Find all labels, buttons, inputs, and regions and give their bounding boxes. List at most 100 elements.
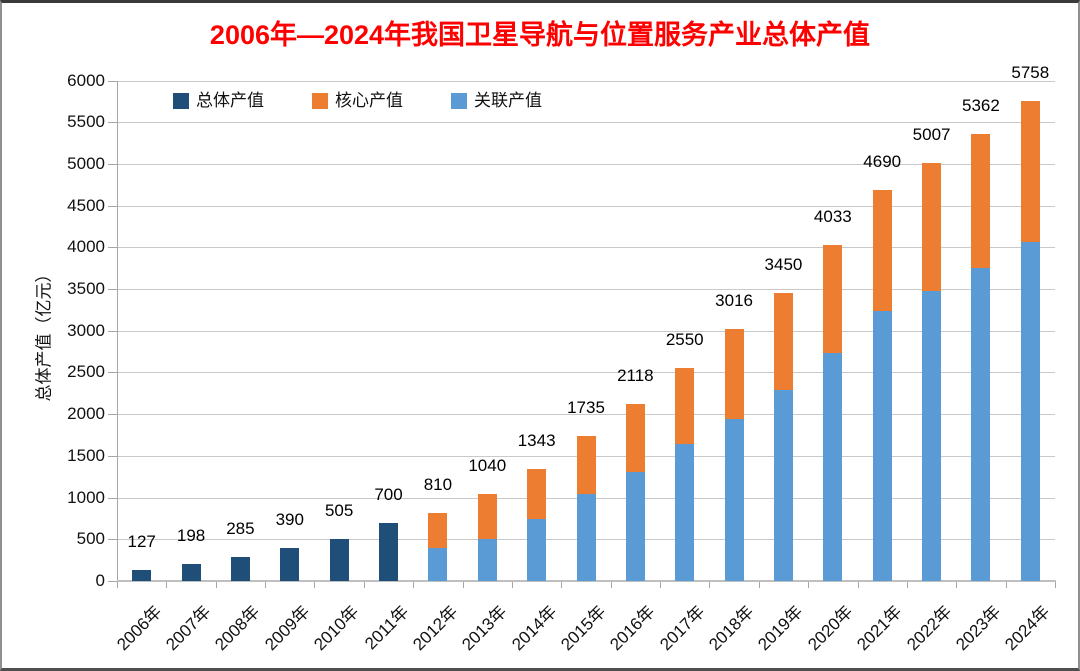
chart-title: 2006年—2024年我国卫星导航与位置服务产业总体产值 [209,20,871,50]
gridline [117,330,1055,332]
bar-segment-关联产值 [773,390,793,581]
x-tick-mark [462,581,464,588]
bar-total-label: 5758 [1011,62,1050,82]
bar-segment-关联产值 [971,268,991,581]
x-tick-mark [265,581,267,588]
gridline [117,289,1055,291]
bar-segment-关联产值 [527,519,547,581]
y-tick-label: 5500 [67,112,105,132]
bar-segment-核心产值 [477,494,497,540]
gridline [117,414,1055,416]
legend-item: 核心产值 [312,91,403,111]
bar-segment-核心产值 [872,189,892,312]
y-tick-label: 3500 [67,279,105,299]
bar-total-label: 2118 [617,366,654,386]
bar-segment-总体产值 [280,548,300,581]
x-tick-mark [117,581,118,588]
bar-segment-关联产值 [576,493,596,581]
bar-segment-关联产值 [477,539,497,581]
bar-segment-关联产值 [922,290,942,581]
gridline [117,163,1055,165]
bar-segment-核心产值 [576,436,596,494]
bar-segment-核心产值 [527,468,547,520]
gridline [117,122,1055,124]
x-tick-mark [808,581,810,588]
y-tick-mark [108,372,117,374]
legend-label: 总体产值 [196,91,264,110]
bar-segment-核心产值 [922,163,942,291]
y-tick-mark [108,122,117,124]
gridline [117,372,1055,374]
y-tick-label: 2000 [67,404,105,424]
legend-swatch-icon [173,93,189,109]
bar-segment-关联产值 [1020,242,1040,581]
x-tick-mark [709,581,711,588]
bar-total-label: 3450 [764,255,803,275]
bar-total-label: 1735 [567,398,605,418]
legend-swatch-icon [312,93,328,109]
bar-total-label: 810 [423,475,453,495]
legend-item: 关联产值 [451,91,542,111]
bar-total-label: 5362 [962,95,1000,115]
bar-total-label: 4033 [813,206,852,226]
bar-segment-核心产值 [428,513,448,548]
y-tick-mark [108,247,117,249]
bar-total-label: 700 [374,484,403,504]
x-tick-mark [906,581,908,588]
x-tick-mark [561,581,563,588]
y-tick-label: 5000 [67,153,105,173]
bar-total-label: 2550 [665,330,704,350]
x-tick-mark [758,581,760,588]
x-tick-mark [166,581,168,588]
bar-segment-总体产值 [181,564,201,581]
x-tick-mark [660,581,662,588]
y-tick-label: 1500 [67,445,105,465]
y-tick-mark [108,205,117,207]
y-tick-label: 500 [76,529,105,549]
bar-segment-核心产值 [823,244,843,353]
bar-segment-关联产值 [872,311,892,581]
legend-label: 核心产值 [335,91,403,110]
bar-segment-关联产值 [675,443,695,581]
y-tick-mark [108,581,117,582]
y-tick-mark [108,330,117,332]
bar-total-label: 1343 [517,430,556,450]
x-tick-mark [314,581,316,588]
y-tick-mark [108,455,117,457]
bar-segment-总体产值 [329,538,349,581]
bar-total-label: 1040 [468,456,507,476]
x-tick-mark [511,581,513,588]
gridline [117,80,1055,82]
y-tick-mark [108,414,117,416]
x-tick-mark [413,581,415,588]
legend-item: 总体产值 [173,91,264,111]
bar-total-label: 390 [275,510,304,530]
x-axis-line [117,580,1056,582]
bar-segment-核心产值 [1020,100,1040,243]
y-tick-mark [108,289,117,291]
bar-total-label: 198 [176,526,206,546]
bar-segment-核心产值 [625,404,645,472]
x-tick-mark [215,581,217,588]
bar-total-label: 285 [226,519,255,539]
bar-segment-总体产值 [132,570,152,581]
bar-segment-关联产值 [823,352,843,581]
y-tick-label: 4000 [67,237,105,257]
bar-total-label: 3016 [715,291,753,311]
y-tick-mark [108,539,117,541]
x-tick-mark [1055,581,1056,588]
gridline [117,247,1055,249]
bar-segment-关联产值 [724,418,744,581]
y-axis-line [117,80,118,581]
y-tick-mark [108,163,117,165]
bar-total-label: 127 [127,532,156,552]
x-tick-mark [956,581,958,588]
legend-swatch-icon [451,93,467,109]
bar-total-label: 5007 [912,125,951,145]
bar-total-label: 4690 [863,151,902,171]
x-tick-mark [857,581,859,588]
x-tick-mark [610,581,612,588]
legend-label: 关联产值 [474,91,542,110]
bar-total-label: 505 [324,500,354,520]
